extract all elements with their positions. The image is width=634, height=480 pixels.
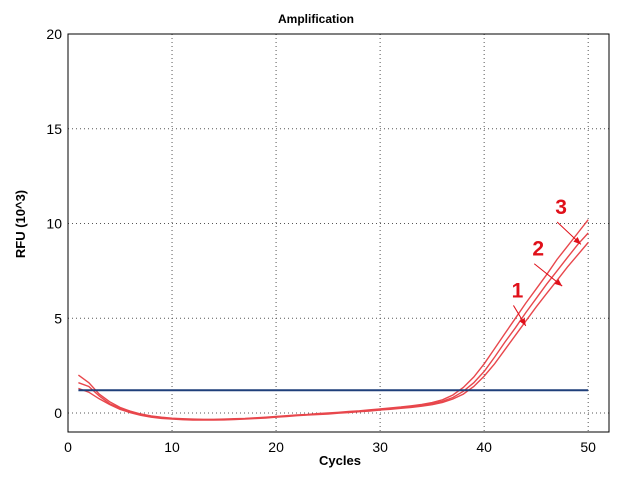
x-tick-label: 50 xyxy=(580,439,596,455)
annotation-arrowhead xyxy=(519,317,526,326)
y-tick-labels: 0 5 10 15 20 xyxy=(46,26,62,421)
y-tick-label: 5 xyxy=(54,310,62,326)
x-tick-label: 40 xyxy=(476,439,492,455)
x-tick-labels: 0 10 20 30 40 50 xyxy=(64,439,596,455)
chart-title: Amplification xyxy=(278,12,354,26)
y-tick-label: 20 xyxy=(46,26,62,42)
y-tick-label: 10 xyxy=(46,216,62,232)
annotation-arrowhead xyxy=(573,237,581,245)
annotation-label-3: 3 xyxy=(555,196,567,219)
y-axis-label: RFU (10^3) xyxy=(13,190,28,258)
x-tick-label: 20 xyxy=(268,439,284,455)
series-line-2 xyxy=(78,232,589,421)
x-axis-label: Cycles xyxy=(319,453,361,468)
x-tick-label: 0 xyxy=(64,439,72,455)
annotation-label-1: 1 xyxy=(512,279,524,302)
grid-lines xyxy=(68,34,609,432)
y-tick-label: 15 xyxy=(46,121,62,137)
x-tick-label: 10 xyxy=(164,439,180,455)
annotation-arrowhead xyxy=(554,279,563,287)
x-tick-label: 30 xyxy=(372,439,388,455)
y-tick-label: 0 xyxy=(54,405,62,421)
annotation-label-2: 2 xyxy=(532,238,544,261)
curve-annotations: 123 xyxy=(512,196,582,327)
series-lines xyxy=(77,219,589,421)
series-line-3 xyxy=(78,242,589,421)
plot-frame xyxy=(67,33,610,433)
